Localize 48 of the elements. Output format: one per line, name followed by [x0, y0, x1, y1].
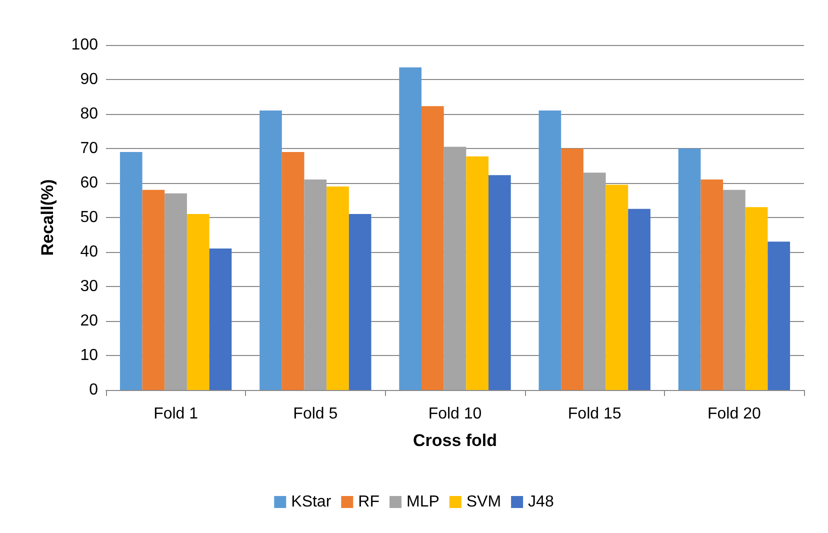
- y-tick-label: 0: [89, 382, 98, 398]
- bar: [466, 156, 489, 390]
- y-tick-label: 80: [80, 106, 98, 122]
- bar: [700, 180, 724, 390]
- bar: [326, 186, 349, 390]
- bar: [186, 214, 210, 390]
- y-tick-label: 50: [80, 209, 98, 226]
- bar: [678, 148, 701, 390]
- legend-label: KStar: [291, 494, 332, 510]
- bar: [768, 242, 790, 390]
- y-tick-label: 70: [80, 140, 98, 157]
- y-axis-title: Recall(%): [38, 179, 57, 256]
- bar: [745, 207, 768, 390]
- x-tick-label: Fold 20: [708, 406, 761, 422]
- bar: [348, 214, 372, 390]
- bar: [120, 152, 142, 390]
- x-tick-label: Fold 5: [293, 406, 338, 422]
- x-tick-label: Fold 10: [428, 406, 482, 422]
- y-tick-label: 20: [80, 312, 98, 330]
- bar: [209, 248, 232, 390]
- y-tick-label: 10: [80, 347, 98, 364]
- bar: [488, 175, 511, 390]
- legend-label: RF: [358, 494, 380, 510]
- x-tick-label: Fold 1: [154, 406, 198, 422]
- bar: [723, 190, 746, 390]
- bar: [444, 146, 466, 390]
- bar: [628, 208, 650, 390]
- bar: [421, 106, 444, 390]
- bar: [606, 184, 628, 390]
- bar: [399, 67, 422, 390]
- y-tick-label: 100: [71, 36, 98, 54]
- bar: [142, 190, 165, 390]
- x-axis-title: Cross fold: [412, 431, 498, 450]
- bar: [260, 110, 282, 390]
- x-tick-label: Fold 15: [568, 406, 622, 422]
- bar: [164, 193, 187, 390]
- bar: [282, 152, 304, 390]
- bar: [304, 180, 327, 390]
- bar: [583, 172, 606, 390]
- y-tick-label: 60: [80, 174, 98, 192]
- bar: [561, 148, 584, 390]
- bar: [538, 110, 562, 390]
- y-tick-label: 40: [80, 244, 98, 260]
- legend-label: MLP: [406, 494, 440, 510]
- legend-label: J48: [528, 494, 554, 510]
- legend-label: SVM: [466, 494, 502, 510]
- y-tick-label: 90: [80, 71, 98, 88]
- y-tick-label: 30: [80, 278, 98, 295]
